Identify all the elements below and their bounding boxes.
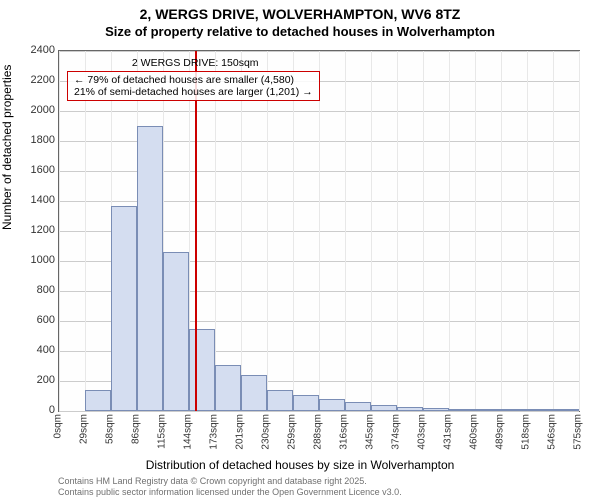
x-axis-label: Distribution of detached houses by size … [0,458,600,472]
x-tick-label: 546sqm [547,414,558,450]
histogram-bar [527,409,553,411]
x-tick-label: 345sqm [365,414,376,450]
x-tick-label: 518sqm [521,414,532,450]
y-tick-label: 2400 [15,44,55,56]
histogram-bar [293,395,319,412]
attribution-text: Contains HM Land Registry data © Crown c… [58,476,402,498]
gridline-v [397,51,398,411]
y-tick-label: 800 [15,284,55,296]
histogram-bar [397,407,423,412]
gridline-h [59,411,579,412]
histogram-bar [241,375,267,411]
attribution-line2: Contains public sector information licen… [58,487,402,498]
x-tick-label: 489sqm [495,414,506,450]
x-tick-label: 431sqm [443,414,454,450]
y-tick-label: 1000 [15,254,55,266]
chart-title-main: 2, WERGS DRIVE, WOLVERHAMPTON, WV6 8TZ [0,6,600,22]
gridline-v [319,51,320,411]
gridline-v [215,51,216,411]
y-tick-label: 1200 [15,224,55,236]
histogram-bar [553,409,579,411]
y-tick-label: 2200 [15,74,55,86]
chart-container: 2, WERGS DRIVE, WOLVERHAMPTON, WV6 8TZ S… [0,0,600,500]
x-tick-label: 173sqm [209,414,220,450]
histogram-bar [215,365,241,412]
y-axis-label: Number of detached properties [0,65,14,230]
histogram-bar [449,409,475,411]
gridline-v [527,51,528,411]
x-tick-label: 460sqm [469,414,480,450]
y-tick-label: 2000 [15,104,55,116]
gridline-v [501,51,502,411]
y-tick-label: 0 [15,404,55,416]
marker-annotation-title: 2 WERGS DRIVE: 150sqm [85,57,305,69]
histogram-bar [85,390,111,411]
gridline-v [475,51,476,411]
histogram-bar [137,126,163,411]
histogram-bar [267,390,293,411]
gridline-v [345,51,346,411]
gridline-v [59,51,60,411]
gridline-v [371,51,372,411]
x-tick-label: 115sqm [157,414,168,449]
gridline-v [423,51,424,411]
histogram-bar [475,409,501,411]
y-tick-label: 1600 [15,164,55,176]
chart-title-sub: Size of property relative to detached ho… [0,24,600,39]
x-tick-label: 316sqm [339,414,350,450]
x-tick-label: 0sqm [53,414,64,438]
x-tick-label: 403sqm [417,414,428,450]
y-tick-label: 1800 [15,134,55,146]
annotation-line-larger: 21% of semi-detached houses are larger (… [74,86,313,98]
gridline-v [449,51,450,411]
y-tick-label: 1400 [15,194,55,206]
annotation-line-smaller: ← 79% of detached houses are smaller (4,… [74,74,313,86]
marker-annotation-box: ← 79% of detached houses are smaller (4,… [67,71,320,101]
histogram-bar [423,408,449,411]
x-tick-label: 144sqm [183,414,194,450]
y-tick-label: 600 [15,314,55,326]
gridline-v [579,51,580,411]
x-tick-label: 374sqm [391,414,402,450]
x-tick-label: 259sqm [287,414,298,450]
marker-line [195,51,197,411]
attribution-line1: Contains HM Land Registry data © Crown c… [58,476,402,487]
gridline-v [267,51,268,411]
x-tick-label: 86sqm [131,414,142,444]
histogram-bar [501,409,527,411]
x-tick-label: 288sqm [313,414,324,450]
x-tick-label: 230sqm [261,414,272,450]
histogram-bar [163,252,189,411]
histogram-bar [319,399,345,411]
x-tick-label: 29sqm [79,414,90,444]
x-tick-label: 201sqm [235,414,246,450]
histogram-bar [345,402,371,411]
gridline-v [293,51,294,411]
histogram-bar [111,206,137,412]
gridline-v [241,51,242,411]
y-tick-label: 200 [15,374,55,386]
plot-area: 2 WERGS DRIVE: 150sqm ← 79% of detached … [58,50,580,412]
x-tick-label: 575sqm [573,414,584,450]
gridline-v [85,51,86,411]
y-tick-label: 400 [15,344,55,356]
histogram-bar [371,405,397,411]
x-tick-label: 58sqm [105,414,116,444]
histogram-bar [189,329,215,412]
gridline-v [553,51,554,411]
